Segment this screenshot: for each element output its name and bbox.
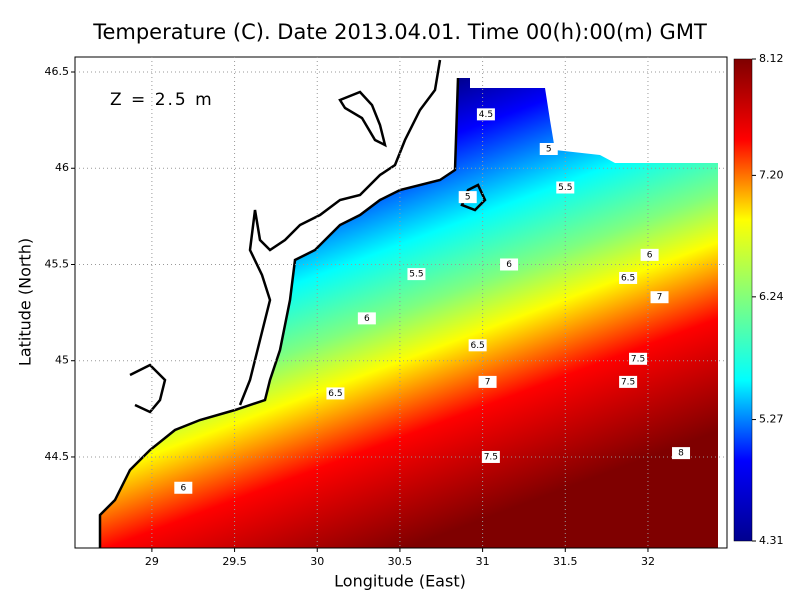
contour-label-bg xyxy=(556,181,575,194)
contour-label-bg xyxy=(468,339,487,352)
contour-label: 7.5 xyxy=(484,452,498,462)
x-tick-label: 30.5 xyxy=(388,555,413,568)
sea-field xyxy=(100,78,718,548)
contour-label-bg xyxy=(650,291,669,304)
contour-label: 6 xyxy=(364,314,370,324)
contour-label: 7.5 xyxy=(621,377,635,387)
x-tick-label: 31 xyxy=(476,555,490,568)
contour-label-bg xyxy=(458,191,477,204)
colorbar-tick-label: 5.27 xyxy=(759,413,784,426)
contour-label-bg xyxy=(407,268,426,281)
contour-label-bg xyxy=(476,108,495,121)
contour-label: 7 xyxy=(485,377,491,387)
contour-label-bg xyxy=(640,248,659,261)
contour-label-bg xyxy=(629,352,648,365)
x-tick-label: 29.5 xyxy=(222,555,247,568)
contour-label-bg xyxy=(500,258,519,271)
colorbar-tick-label: 6.24 xyxy=(759,290,784,303)
contour-label-bg xyxy=(539,143,558,156)
chart-title: Temperature (C). Date 2013.04.01. Time 0… xyxy=(92,20,707,44)
contour-label: 6 xyxy=(647,250,653,260)
contour-label: 7.5 xyxy=(631,354,645,364)
contour-label: 5.5 xyxy=(558,183,572,193)
contour-label-bg xyxy=(619,271,638,284)
contour-label: 6.5 xyxy=(621,273,635,283)
y-tick-label: 45 xyxy=(55,354,69,367)
x-tick-label: 30 xyxy=(310,555,324,568)
contour-label: 5 xyxy=(465,193,471,203)
y-tick-label: 45.5 xyxy=(45,257,70,270)
contour-label-bg xyxy=(326,387,345,400)
coastline xyxy=(98,59,487,548)
colorbar-tick-label: 7.20 xyxy=(759,168,784,181)
contour-label-bg xyxy=(174,481,193,494)
contour-label: 5.5 xyxy=(409,270,423,280)
contour-label: 6.5 xyxy=(328,389,342,399)
contour-label-bg xyxy=(619,375,638,388)
x-axis-label: Longitude (East) xyxy=(334,572,466,591)
contour-label: 4.5 xyxy=(479,110,493,120)
x-tick-label: 29 xyxy=(145,555,159,568)
x-tick-label: 31.5 xyxy=(553,555,578,568)
contour-label-bg xyxy=(357,312,376,325)
depth-annotation: Z = 2.5 m xyxy=(110,90,214,110)
contour-label: 7 xyxy=(657,293,663,303)
x-tick-label: 32 xyxy=(641,555,655,568)
contour-label: 6 xyxy=(506,260,512,270)
contour-label: 6 xyxy=(180,483,186,493)
plot-area xyxy=(98,59,718,548)
y-tick-label: 46.5 xyxy=(45,65,70,78)
contour-label-bg xyxy=(672,447,691,460)
y-tick-label: 46 xyxy=(55,161,69,174)
contour-label-bg xyxy=(478,375,497,388)
y-tick-label: 44.5 xyxy=(45,450,70,463)
colorbar-tick-label: 4.31 xyxy=(759,534,784,547)
plot-frame xyxy=(74,56,728,549)
contour-label: 5 xyxy=(546,145,552,155)
colorbar xyxy=(733,58,753,542)
y-axis-label: Latitude (North) xyxy=(16,238,35,366)
colorbar-tick-label: 8.12 xyxy=(759,52,784,65)
contour-label: 8 xyxy=(678,449,684,459)
contour-label: 6.5 xyxy=(470,341,484,351)
contour-label-bg xyxy=(481,450,500,463)
